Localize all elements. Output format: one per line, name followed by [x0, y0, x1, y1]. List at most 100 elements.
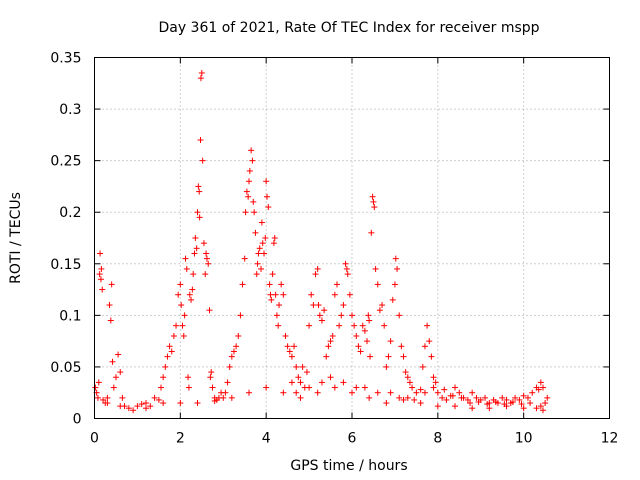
y-tick-label: 0.1 — [59, 308, 81, 324]
x-tick-label: 0 — [90, 431, 99, 447]
data-point — [359, 322, 366, 329]
data-point — [432, 379, 439, 386]
data-point — [138, 401, 145, 408]
data-point — [97, 250, 104, 257]
data-point — [258, 265, 265, 272]
data-point — [484, 401, 491, 408]
data-point — [256, 245, 263, 252]
data-point — [175, 291, 182, 298]
data-point — [318, 379, 325, 386]
data-point — [421, 343, 428, 350]
y-tick-label: 0.35 — [50, 51, 81, 67]
data-point — [125, 405, 132, 412]
data-point — [524, 394, 531, 401]
data-point — [254, 260, 261, 267]
data-point — [242, 209, 249, 216]
data-point — [421, 389, 428, 396]
y-tick-label: 0.3 — [59, 102, 81, 118]
data-point — [318, 317, 325, 324]
data-point — [340, 379, 347, 386]
data-point — [104, 394, 111, 401]
data-point — [182, 255, 189, 262]
data-point — [297, 394, 304, 401]
data-point — [367, 353, 374, 360]
data-point — [288, 379, 295, 386]
data-point — [276, 302, 283, 309]
data-point — [518, 401, 525, 408]
data-point — [246, 178, 252, 185]
data-point — [282, 332, 289, 339]
data-point — [331, 384, 338, 391]
data-point — [237, 312, 244, 319]
data-point — [482, 394, 489, 401]
data-point — [235, 332, 242, 339]
data-point — [383, 363, 390, 370]
data-point — [196, 214, 203, 221]
data-point — [361, 384, 368, 391]
data-point — [312, 271, 319, 278]
data-point — [228, 353, 235, 360]
data-point — [396, 312, 403, 319]
data-point — [211, 397, 218, 404]
y-tick-labels: 0 0.05 0.1 0.15 0.2 0.25 0.3 0.35 — [50, 51, 81, 428]
data-point — [263, 178, 270, 185]
data-point — [406, 379, 413, 386]
data-point — [539, 407, 546, 414]
data-point — [192, 235, 199, 241]
data-point — [200, 240, 207, 247]
data-point — [222, 389, 229, 396]
data-point — [272, 291, 279, 298]
data-point — [195, 183, 202, 190]
data-point — [245, 193, 252, 200]
data-point — [284, 343, 291, 350]
data-point — [385, 353, 392, 360]
data-point — [379, 302, 386, 309]
x-axis-label: GPS time / hours — [290, 458, 407, 474]
data-point — [398, 343, 405, 350]
y-tick-label: 0.15 — [50, 257, 81, 273]
data-point — [98, 265, 105, 272]
data-point — [417, 400, 424, 407]
data-point — [198, 69, 205, 76]
data-point — [430, 384, 437, 391]
data-point — [349, 312, 355, 319]
data-point — [233, 343, 240, 350]
data-point — [361, 327, 368, 334]
data-point — [208, 369, 215, 376]
data-point — [343, 265, 350, 272]
data-point — [325, 343, 332, 350]
data-point — [336, 322, 343, 329]
data-point — [349, 389, 355, 396]
data-point — [271, 235, 278, 241]
data-point — [439, 394, 446, 401]
data-point — [109, 358, 116, 365]
x-tick-label: 12 — [601, 431, 619, 447]
data-point — [492, 398, 499, 405]
data-point — [327, 374, 334, 381]
data-point — [503, 396, 510, 403]
data-point — [226, 363, 233, 370]
data-point — [542, 400, 549, 407]
data-point — [158, 384, 165, 391]
data-point — [261, 250, 268, 257]
data-point — [115, 351, 122, 358]
data-point — [411, 396, 418, 403]
data-point — [151, 394, 158, 401]
data-point — [537, 403, 544, 410]
data-point — [434, 389, 441, 396]
data-point — [308, 291, 315, 298]
data-point — [183, 265, 190, 272]
data-point — [203, 250, 210, 257]
data-point — [389, 296, 396, 303]
data-point — [424, 322, 431, 329]
data-point — [509, 398, 516, 405]
data-point — [178, 302, 185, 309]
data-point — [117, 403, 124, 410]
data-point — [220, 394, 227, 401]
data-point — [370, 198, 377, 205]
data-point — [368, 229, 375, 236]
data-point — [160, 400, 167, 407]
data-point — [338, 312, 345, 319]
data-point — [413, 389, 420, 396]
data-point — [280, 291, 287, 298]
